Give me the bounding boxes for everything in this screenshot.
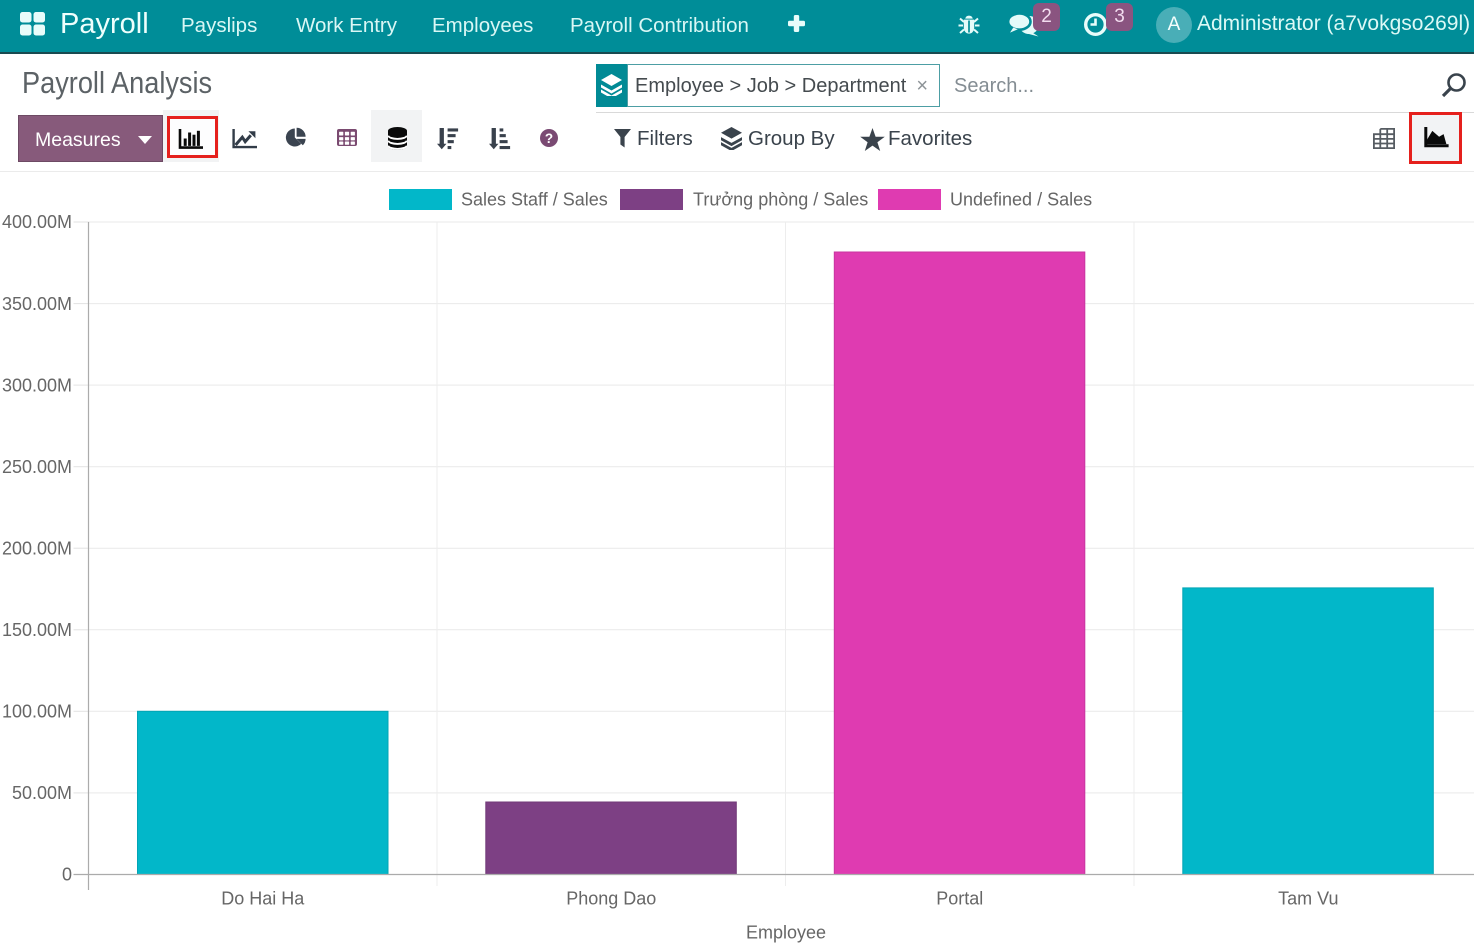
svg-text:150.00M: 150.00M <box>2 620 72 640</box>
svg-text:Sales Staff / Sales: Sales Staff / Sales <box>461 190 608 210</box>
svg-text:Do Hai Ha: Do Hai Ha <box>221 889 305 909</box>
svg-text:Undefined / Sales: Undefined / Sales <box>950 190 1092 210</box>
svg-text:200.00M: 200.00M <box>2 538 72 558</box>
svg-text:0: 0 <box>62 865 72 885</box>
svg-text:400.00M: 400.00M <box>2 212 72 232</box>
svg-text:Trưởng phòng / Sales: Trưởng phòng / Sales <box>693 190 868 210</box>
svg-text:?: ? <box>545 131 553 146</box>
svg-text:300.00M: 300.00M <box>2 375 72 395</box>
svg-text:Portal: Portal <box>936 889 983 909</box>
svg-text:Phong Dao: Phong Dao <box>566 889 656 909</box>
svg-text:Tam Vu: Tam Vu <box>1278 889 1338 909</box>
svg-text:100.00M: 100.00M <box>2 702 72 722</box>
svg-text:Employee: Employee <box>746 923 826 943</box>
svg-text:350.00M: 350.00M <box>2 294 72 314</box>
svg-text:250.00M: 250.00M <box>2 457 72 477</box>
svg-text:50.00M: 50.00M <box>12 783 72 803</box>
